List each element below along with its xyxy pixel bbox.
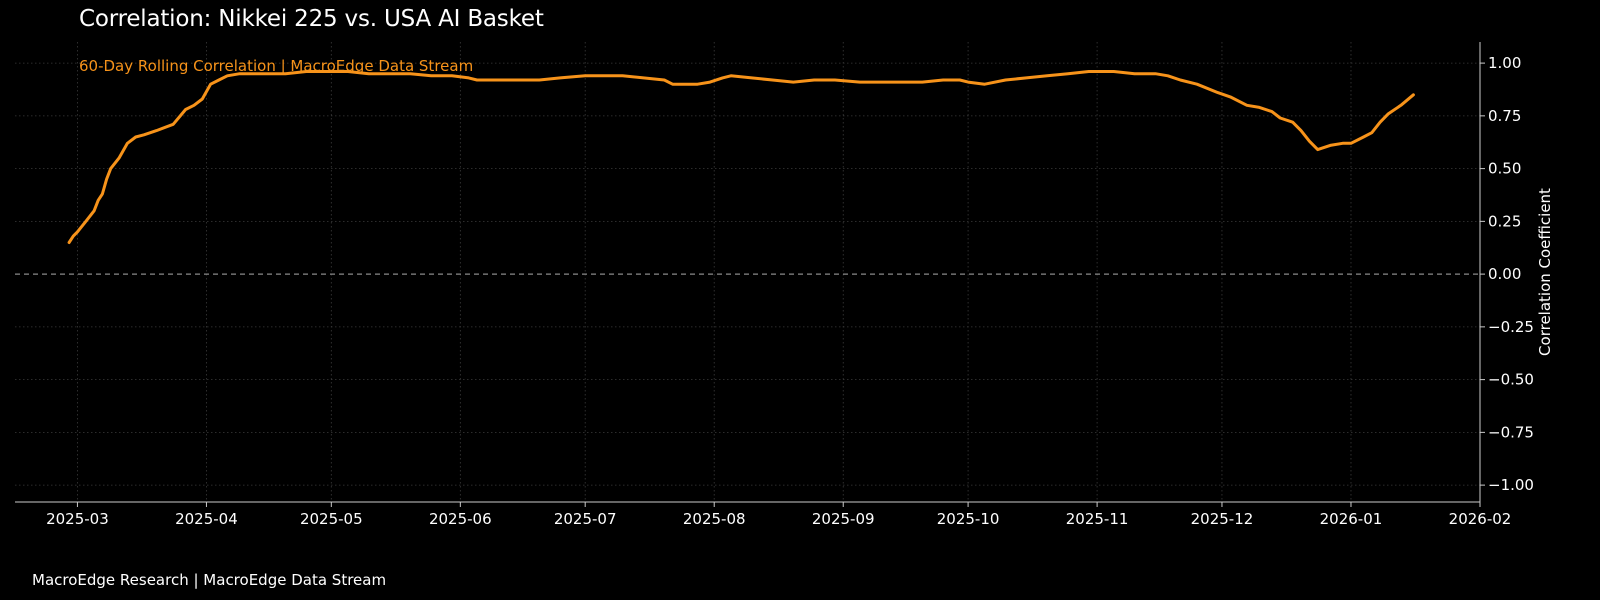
y-tick-label: −0.75 — [1488, 423, 1534, 441]
labels: 2025-03 2025-04 2025-05 2025-06 2025-07 2025-… — [46, 54, 1554, 528]
series-layer — [67, 70, 1415, 244]
x-tick-label: 2025-09 — [812, 510, 875, 528]
x-tick-label: 2025-11 — [1066, 510, 1129, 528]
footer-credit: MacroEdge Research | MacroEdge Data Stre… — [32, 571, 387, 589]
grid — [15, 42, 1481, 502]
y-tick-label: 0.00 — [1488, 265, 1521, 283]
y-tick-label: 0.75 — [1488, 107, 1521, 125]
y-axis-label: Correlation Coefficient — [1536, 188, 1554, 356]
x-tick-label: 2025-03 — [46, 510, 109, 528]
y-tick-label: 1.00 — [1488, 54, 1521, 72]
x-tick-label: 2026-02 — [1449, 510, 1512, 528]
x-tick-label: 2025-07 — [554, 510, 617, 528]
x-tick-label: 2026-01 — [1320, 510, 1383, 528]
y-tick-label: −0.50 — [1488, 371, 1534, 389]
x-tick-label: 2025-04 — [175, 510, 238, 528]
y-tick-label: −0.25 — [1488, 318, 1534, 336]
x-tick-label: 2025-12 — [1191, 510, 1254, 528]
x-tick-label: 2025-05 — [300, 510, 363, 528]
chart-title: Correlation: Nikkei 225 vs. USA AI Baske… — [79, 6, 544, 32]
axes — [15, 42, 1485, 507]
y-tick-label: −1.00 — [1488, 476, 1534, 494]
x-tick-label: 2025-10 — [937, 510, 1000, 528]
x-tick-label: 2025-06 — [429, 510, 492, 528]
y-tick-label: 0.25 — [1488, 212, 1521, 230]
x-tick-label: 2025-08 — [683, 510, 746, 528]
series-line — [67, 70, 1415, 244]
y-tick-label: 0.50 — [1488, 160, 1521, 178]
chart-subtitle: 60-Day Rolling Correlation | MacroEdge D… — [79, 57, 473, 75]
